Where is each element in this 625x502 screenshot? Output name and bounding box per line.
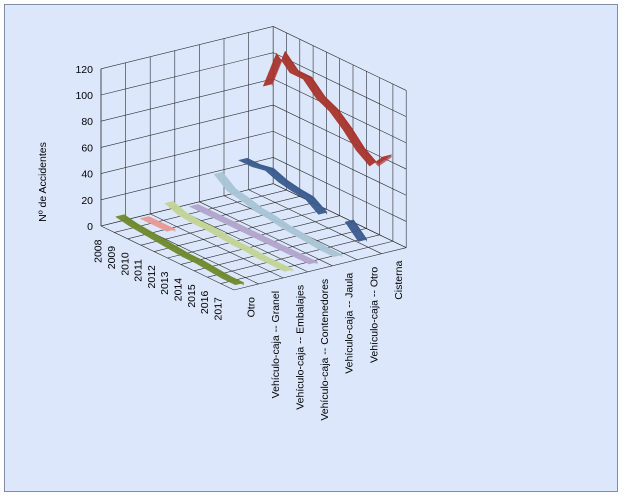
back-wall-gridline: [100, 52, 274, 96]
floor-gridline: [248, 189, 382, 254]
y-tick-label: 80: [81, 116, 93, 128]
floor-gridline: [233, 247, 407, 291]
ribbon-edge: [148, 216, 176, 232]
series-tick-label: Otro: [245, 297, 257, 318]
x-tick-label: 2015: [186, 284, 198, 308]
ribbon-edge: [247, 158, 328, 215]
y-tick-label: 40: [81, 169, 93, 181]
y-tick-label: 20: [81, 195, 93, 207]
back-wall-gridline: [100, 157, 274, 201]
series-tick-label: Vehículo-caja -- Jaula: [344, 273, 356, 374]
floor-gridline: [100, 225, 235, 291]
ribbon-edge: [353, 219, 367, 242]
x-tick-label: 2013: [159, 271, 171, 295]
x-tick-label: 2008: [93, 239, 105, 263]
back-wall-gridline: [100, 78, 274, 122]
ribbon-edge: [198, 204, 318, 265]
ribbon-veh-culo-caja-otro: [344, 219, 368, 242]
x-tick-label: 2011: [133, 259, 145, 282]
floor-gridline: [150, 213, 284, 279]
side-wall-gridline: [273, 183, 407, 248]
ribbon-cisterna: [262, 50, 392, 167]
y-axis-title: Nº de Accidentes: [37, 142, 49, 222]
side-wall-gridline: [273, 130, 407, 196]
x-tick-label: 2010: [119, 252, 131, 276]
back-wall-gridline: [100, 104, 274, 148]
series-tick-label: Vehículo-caja -- Contenedores: [319, 279, 331, 421]
series-tick-label: Vehículo-caja -- Otro: [368, 267, 380, 363]
x-tick-label: 2017: [212, 297, 224, 321]
series-tick-label: Cisterna: [393, 261, 405, 300]
back-wall-gridline: [100, 26, 274, 70]
series-tick-label: Vehículo-caja -- Granel: [270, 291, 282, 398]
side-wall-gridline: [273, 26, 407, 91]
x-tick-label: 2012: [146, 265, 158, 289]
y-tick-label: 100: [75, 90, 93, 102]
y-tick-label: 120: [75, 64, 93, 76]
ribbon-edge: [124, 214, 244, 286]
back-wall-gridline: [100, 130, 274, 174]
x-tick-label: 2016: [199, 291, 211, 315]
floor-gridline: [199, 201, 333, 267]
series-tick-label: Vehículo-caja -- Embalajes: [295, 285, 307, 410]
x-tick-label: 2009: [106, 246, 118, 270]
y-tick-label: 0: [87, 221, 93, 233]
side-wall-gridline: [273, 157, 407, 222]
x-tick-label: 2014: [172, 278, 184, 302]
side-wall-gridline: [273, 78, 407, 144]
ribbon-edge: [173, 201, 294, 272]
side-wall-gridline: [273, 52, 407, 117]
y-tick-label: 60: [81, 142, 93, 154]
